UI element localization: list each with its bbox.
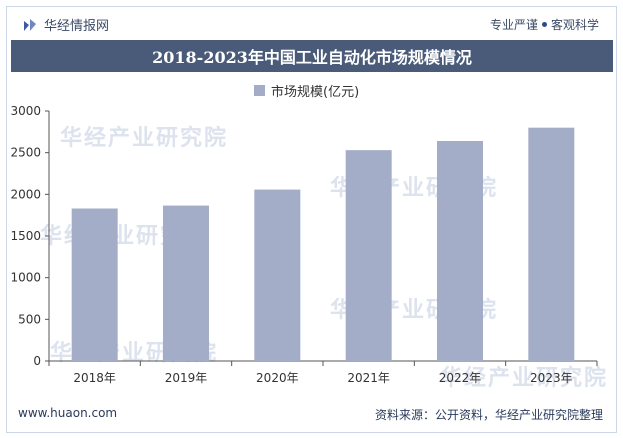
- x-tick-label: 2020年: [256, 371, 299, 385]
- y-tick-label: 2500: [10, 146, 41, 160]
- y-tick-label: 1000: [10, 271, 41, 285]
- bar: [437, 141, 483, 361]
- bar: [254, 189, 301, 361]
- chart-legend: 市场规模(亿元): [254, 81, 359, 100]
- bar: [345, 150, 392, 361]
- slogan: 专业严谨 客观科学: [490, 16, 599, 33]
- legend-swatch: [254, 85, 265, 96]
- chart-title: 2018-2023年中国工业自动化市场规模情况: [152, 48, 472, 67]
- brand-logo-icon: [24, 18, 36, 31]
- bar: [528, 127, 575, 362]
- slogan-right: 客观科学: [550, 18, 599, 32]
- x-tick-label: 2023年: [530, 371, 573, 385]
- watermark: 华经产业研究院: [440, 366, 609, 391]
- bar: [163, 205, 209, 361]
- watermark: 华经产业研究院: [60, 126, 229, 151]
- y-tick-label: 3000: [10, 104, 41, 118]
- slogan-dot-icon: [541, 22, 547, 27]
- brand: 华经情报网: [22, 15, 109, 34]
- x-tick-label: 2018年: [73, 371, 116, 385]
- footer-source: 资料来源：公开资料，华经产业研究院整理: [374, 408, 603, 422]
- x-tick-label: 2022年: [439, 371, 482, 385]
- brand-name: 华经情报网: [44, 19, 110, 34]
- bar-chart: 0 500 1000 1500 2000 2500 3000 2018年 2019年 2020年 2…: [10, 104, 598, 385]
- bar: [71, 208, 118, 361]
- title-bar: 2018-2023年中国工业自动化市场规模情况: [11, 40, 613, 72]
- x-tick-label: 2019年: [165, 371, 208, 385]
- footer-website[interactable]: www.huaon.com: [18, 406, 118, 420]
- top-bar: 华经情报网 专业严谨 客观科学: [6, 6, 617, 36]
- y-tick-label: 2000: [10, 187, 41, 201]
- slogan-left: 专业严谨: [489, 18, 538, 32]
- y-tick-label: 1500: [10, 229, 41, 243]
- x-tick-label: 2021年: [347, 371, 390, 385]
- legend-label: 市场规模(亿元): [271, 85, 360, 100]
- y-tick-label: 500: [18, 312, 41, 326]
- y-tick-label: 0: [33, 354, 41, 368]
